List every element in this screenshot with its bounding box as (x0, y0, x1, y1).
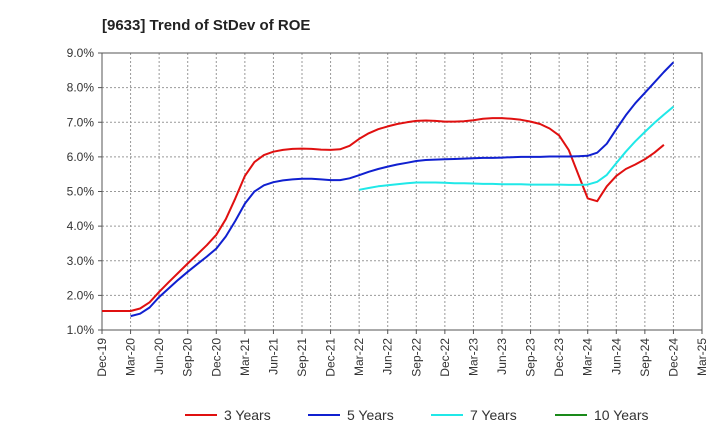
y-tick-label: 5.0% (67, 185, 95, 199)
y-tick-label: 4.0% (67, 219, 95, 233)
x-tick-label: Sep-24 (638, 338, 652, 377)
legend-label: 5 Years (347, 407, 394, 423)
x-tick-label: Mar-23 (466, 338, 480, 376)
x-tick-label: Mar-21 (238, 338, 252, 376)
x-tick-label: Dec-19 (95, 338, 109, 377)
x-tick-label: Dec-22 (438, 338, 452, 377)
y-tick-label: 8.0% (67, 81, 95, 95)
x-tick-label: Sep-21 (295, 338, 309, 377)
x-tick-label: Jun-20 (152, 338, 166, 375)
legend: 3 Years 5 Years 7 Years 10 Years (185, 407, 649, 423)
x-tick-label: Dec-21 (324, 338, 338, 377)
x-tick-label: Sep-20 (181, 338, 195, 377)
x-tick-label: Jun-23 (495, 338, 509, 375)
x-tick-label: Dec-20 (209, 338, 223, 377)
y-tick-label: 3.0% (67, 254, 95, 268)
x-tick-label: Mar-24 (581, 338, 595, 376)
legend-label: 10 Years (594, 407, 649, 423)
series-line-7-years (358, 105, 675, 191)
x-axis: Dec-19 Mar-20 Jun-20 Sep-20 Dec-20 Mar-21 Jun-… (95, 330, 709, 377)
x-tick-label: Jun-21 (266, 338, 280, 375)
legend-label: 3 Years (224, 407, 271, 423)
y-tick-label: 1.0% (67, 323, 95, 337)
x-tick-label: Dec-24 (666, 338, 680, 377)
x-tick-label: Sep-22 (409, 338, 423, 377)
x-tick-label: Mar-25 (695, 338, 709, 376)
x-tick-label: Sep-23 (524, 338, 538, 377)
series-line-5-years (130, 61, 675, 318)
y-tick-label: 6.0% (67, 150, 95, 164)
x-tick-label: Mar-22 (352, 338, 366, 376)
series-line-3-years (102, 117, 665, 312)
legend-label: 7 Years (470, 407, 517, 423)
x-tick-label: Jun-24 (609, 338, 623, 375)
x-tick-label: Mar-20 (124, 338, 138, 376)
y-tick-label: 2.0% (67, 288, 95, 302)
x-tick-label: Dec-23 (552, 338, 566, 377)
series-lines (102, 61, 675, 318)
x-tick-label: Jun-22 (381, 338, 395, 375)
y-tick-label: 9.0% (67, 46, 95, 60)
y-axis: 1.0% 2.0% 3.0% 4.0% 5.0% 6.0% 7.0% 8.0% 9.0% (67, 46, 102, 337)
chart-title: [9633] Trend of StDev of ROE (102, 17, 310, 34)
y-tick-label: 7.0% (67, 115, 95, 129)
